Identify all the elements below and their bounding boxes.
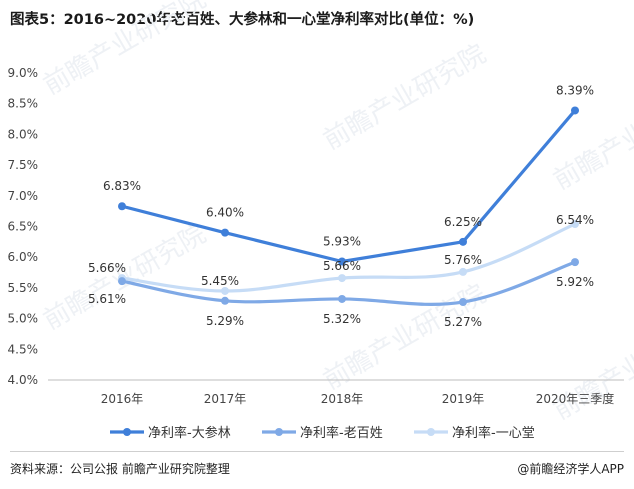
y-axis-ticks: 4.0% 4.5% 5.0% 5.5% 6.0% 6.5% 7.0% 7.5% 8.0% 8.5%… — [8, 66, 39, 387]
data-label: 6.25% — [444, 215, 482, 229]
data-point — [118, 202, 126, 211]
data-label: 5.93% — [323, 234, 361, 248]
data-point — [571, 258, 579, 267]
x-axis-ticks: 2016年 2017年 2018年 2019年 2020年三季度 — [101, 391, 615, 406]
watermark-text: 前瞻产业研究院 — [549, 309, 634, 426]
watermark-text: 前瞻产业研究院 — [39, 0, 212, 101]
data-label: 6.40% — [206, 206, 244, 220]
x-tick-label: 2020年三季度 — [536, 391, 615, 406]
data-point — [459, 267, 467, 276]
chart-title: 图表5：2016~2020年老百姓、大参林和一心堂净利率对比(单位：%) — [10, 12, 475, 28]
legend: 净利率-大参林 净利率-老百姓 净利率-一心堂 — [110, 425, 535, 441]
data-point — [338, 294, 346, 303]
data-label: 5.92% — [556, 275, 594, 289]
y-tick-label: 6.5% — [8, 220, 39, 234]
data-point — [571, 220, 579, 229]
watermark-layer: 前瞻产业研究院 前瞻产业研究院前瞻产业研究院前瞻产业研究院前瞻产业研究院前瞻产业研… — [39, 0, 634, 426]
source-note: 资料来源：公司公报 前瞻产业研究院整理 — [10, 462, 230, 476]
data-label: 8.39% — [556, 83, 594, 97]
x-tick-label: 2016年 — [101, 392, 144, 406]
legend-label: 净利率-大参林 — [148, 425, 231, 441]
data-point — [571, 106, 579, 115]
y-tick-label: 5.0% — [8, 312, 39, 326]
data-label: 5.45% — [201, 274, 239, 288]
data-point — [118, 277, 126, 286]
y-tick-label: 6.0% — [8, 250, 39, 264]
legend-label: 净利率-老百姓 — [300, 425, 383, 441]
data-label: 5.66% — [323, 259, 361, 273]
y-tick-label: 7.0% — [8, 189, 39, 203]
footer: 资料来源：公司公报 前瞻产业研究院整理 @前瞻经济学人APP — [10, 460, 624, 478]
x-tick-label: 2017年 — [204, 392, 247, 406]
series-layer — [118, 106, 579, 307]
data-point — [459, 298, 467, 307]
data-label: 5.76% — [444, 253, 482, 267]
legend-swatch-marker — [123, 428, 131, 436]
data-label: 5.27% — [444, 315, 482, 329]
data-point — [338, 274, 346, 283]
legend-swatch-marker — [427, 428, 435, 436]
y-tick-label: 4.0% — [8, 373, 39, 387]
x-tick-label: 2019年 — [442, 392, 485, 406]
data-label: 5.61% — [88, 292, 126, 306]
y-tick-label: 5.5% — [8, 281, 39, 295]
legend-label: 净利率-一心堂 — [452, 425, 535, 441]
watermark-text: 前瞻产业研究院 — [319, 39, 492, 156]
y-tick-label: 8.5% — [8, 97, 39, 111]
y-tick-label: 4.5% — [8, 342, 39, 356]
footer-divider — [10, 451, 624, 452]
data-labels-layer: 6.83% 6.40% 5.93% 6.25% 8.39% 5.61% 5.29% 5.32%… — [88, 83, 594, 329]
y-tick-label: 8.0% — [8, 127, 39, 141]
brand-credit: @前瞻经济学人APP — [517, 462, 624, 476]
data-point — [221, 296, 229, 305]
data-label: 6.83% — [103, 179, 141, 193]
data-label: 5.29% — [206, 314, 244, 328]
x-tick-label: 2018年 — [321, 392, 364, 406]
legend-swatch-marker — [275, 428, 283, 436]
y-tick-label: 7.5% — [8, 158, 39, 172]
data-point — [221, 286, 229, 295]
data-label: 6.54% — [556, 213, 594, 227]
data-point — [221, 228, 229, 237]
data-label: 5.32% — [323, 312, 361, 326]
data-point — [338, 257, 346, 266]
data-point — [459, 237, 467, 246]
data-label: 5.66% — [88, 261, 126, 275]
y-tick-label: 9.0% — [8, 66, 39, 80]
